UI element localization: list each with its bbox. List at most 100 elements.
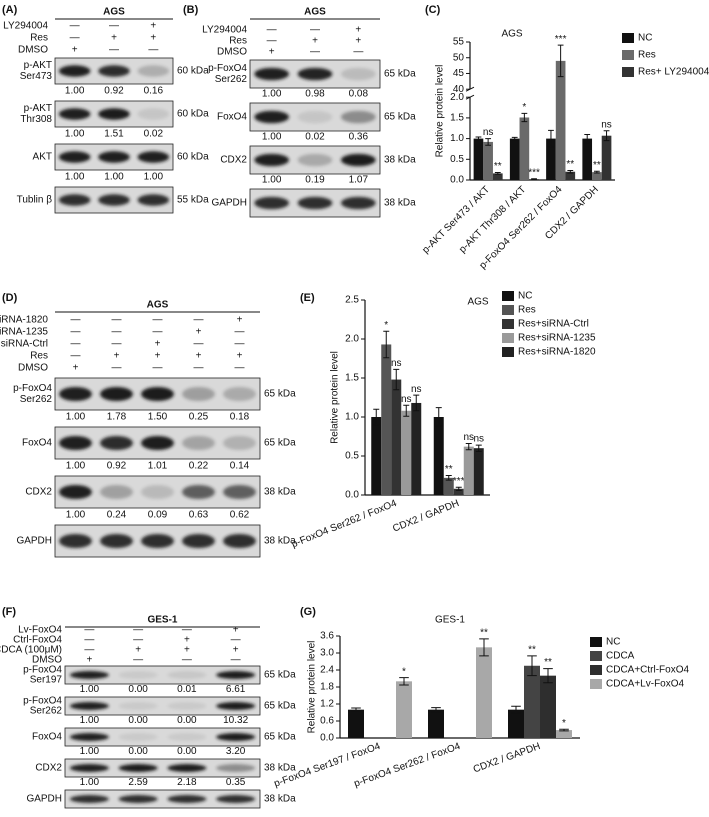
y-tick-label: 3.0: [320, 648, 334, 659]
protein-label: FoxO4: [32, 732, 62, 743]
panel-label: (E): [300, 292, 315, 304]
blot-band: [216, 764, 256, 772]
error-bar: [383, 330, 390, 359]
quantification: 2.18: [177, 777, 197, 788]
treatment-mark: —: [267, 36, 277, 47]
legend-swatch: [502, 305, 514, 315]
treatment-mark: +: [237, 315, 243, 326]
treatment-mark: —: [153, 327, 163, 338]
treatment-mark: —: [231, 655, 241, 666]
error-bar: [543, 668, 553, 684]
blot-band: [341, 110, 376, 124]
blot-membrane: [64, 665, 261, 685]
molecular-weight: 38 kDa: [264, 794, 296, 805]
molecular-weight: 65 kDa: [264, 389, 296, 400]
error-bar: [559, 728, 569, 732]
quantification: 1.00: [65, 172, 85, 183]
treatment-mark: —: [84, 625, 94, 636]
error-bar: [373, 408, 380, 426]
error-bar: [494, 172, 501, 175]
legend-label: CDCA+Lv-FoxO4: [606, 679, 685, 690]
blot-band: [137, 151, 170, 163]
significance: **: [480, 627, 488, 638]
treatment-mark: +: [111, 33, 117, 44]
molecular-weight: 65 kDa: [384, 112, 416, 123]
treatment-mark: +: [150, 33, 156, 44]
legend-swatch: [622, 33, 634, 43]
legend-swatch: [502, 319, 514, 329]
blot-band: [137, 194, 170, 206]
protein-label: AKT: [33, 152, 52, 163]
error-bar: [435, 407, 442, 427]
error-bar: [521, 112, 528, 123]
blot-band: [254, 67, 289, 81]
error-bar: [413, 394, 420, 412]
legend-swatch: [590, 637, 602, 647]
treatment-name: DMSO: [18, 363, 48, 374]
quantification: 0.01: [177, 684, 197, 695]
quantification: 0.00: [128, 746, 148, 757]
significance: **: [494, 161, 502, 172]
treatment-mark: +: [233, 625, 239, 636]
significance: **: [593, 160, 601, 171]
treatment-mark: —: [182, 655, 192, 666]
blot-band: [341, 196, 376, 210]
blot-band: [254, 196, 289, 210]
bar: [483, 141, 493, 180]
bar: [508, 709, 524, 738]
blot-band: [58, 194, 91, 206]
chart-title: AGS: [501, 29, 522, 40]
treatment-mark: —: [70, 21, 80, 32]
quantification: 10.32: [223, 715, 248, 726]
blot-band: [182, 386, 215, 402]
significance: ns: [483, 127, 494, 138]
blot-band: [58, 151, 91, 163]
blot-band: [69, 764, 109, 772]
blot-band: [100, 484, 133, 500]
protein-label: Ser262: [20, 394, 53, 405]
molecular-weight: 38 kDa: [264, 487, 296, 498]
x-tick-label: p-AKT Ser473 / AKT: [420, 184, 492, 256]
blot-band: [141, 435, 174, 451]
blot-band: [167, 764, 207, 772]
y-tick-label: 0.0: [320, 733, 334, 744]
quantification: 1.50: [148, 412, 168, 423]
legend-swatch: [590, 651, 602, 661]
quantification: 0.00: [177, 746, 197, 757]
quantification: 0.62: [230, 510, 250, 521]
legend-label: NC: [606, 637, 620, 648]
y-tick-label: 45: [453, 68, 465, 79]
error-bar: [475, 444, 482, 452]
quantification: 1.78: [107, 412, 127, 423]
legend-label: CDCA: [606, 651, 635, 662]
protein-label: p-FoxO4: [23, 696, 62, 707]
error-bar: [455, 486, 462, 491]
y-tick-label: 0.6: [320, 716, 334, 727]
blot-band: [100, 533, 133, 549]
protein-label: Ser262: [30, 706, 63, 717]
treatment-mark: —: [133, 655, 143, 666]
quantification: 1.00: [80, 715, 100, 726]
significance: ***: [555, 34, 567, 45]
legend-label: Res+siRNA-Ctrl: [518, 319, 589, 330]
significance: ns: [473, 434, 484, 445]
legend-label: CDCA+Ctrl-FoxO4: [606, 665, 690, 676]
treatment-mark: —: [133, 625, 143, 636]
bar: [601, 135, 612, 180]
error-bar: [584, 133, 591, 144]
treatment-mark: +: [355, 36, 361, 47]
blot-band: [98, 194, 130, 206]
treatment-mark: —: [148, 45, 158, 56]
treatment-mark: +: [155, 339, 161, 350]
treatment-mark: +: [355, 25, 361, 36]
quantification: 1.00: [66, 510, 86, 521]
error-bar: [603, 130, 610, 142]
significance: **: [566, 159, 574, 170]
quantification: 0.08: [349, 89, 369, 100]
bar: [492, 173, 503, 180]
bar: [371, 417, 382, 495]
quantification: 0.24: [107, 510, 127, 521]
treatment-mark: —: [267, 25, 277, 36]
treatment-mark: —: [71, 327, 81, 338]
